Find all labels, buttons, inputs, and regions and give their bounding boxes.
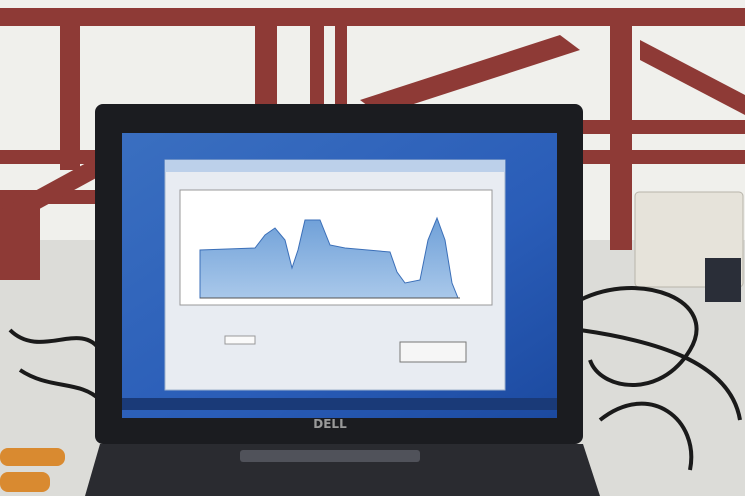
button [400, 342, 466, 362]
connector [705, 258, 741, 302]
hinge-buttons [240, 450, 420, 462]
input [225, 336, 255, 344]
photo: DELL [0, 0, 745, 496]
title-bar [165, 160, 505, 172]
page: DELL (() => { const data = JSON.parse(do… [0, 0, 745, 496]
object [0, 448, 65, 466]
taskbar [122, 398, 557, 410]
brand-logo: DELL [313, 417, 347, 431]
object [0, 472, 50, 492]
